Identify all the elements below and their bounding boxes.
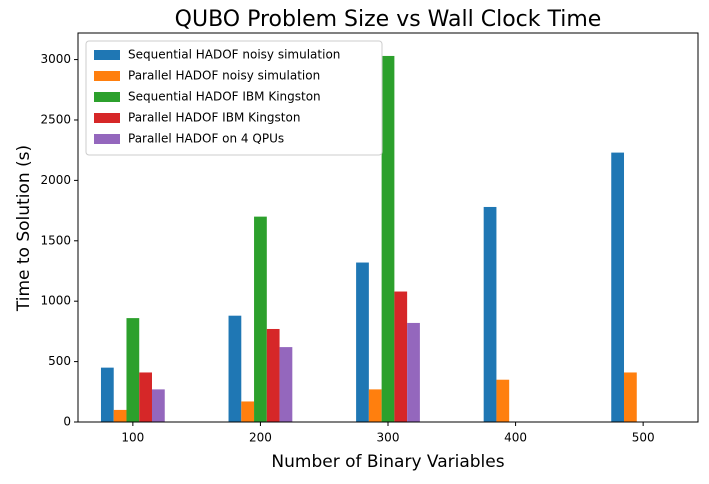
legend-box bbox=[85, 40, 383, 156]
y-tick-label: 2500 bbox=[40, 112, 71, 126]
x-tick-label: 300 bbox=[377, 431, 400, 445]
y-tick-label: 2000 bbox=[40, 173, 71, 187]
x-axis-label: Number of Binary Variables bbox=[271, 452, 504, 472]
bar bbox=[279, 347, 293, 422]
bar bbox=[496, 379, 510, 422]
bar bbox=[483, 206, 497, 422]
legend-label: Parallel HADOF noisy simulation bbox=[128, 69, 320, 83]
legend-label: Sequential HADOF IBM Kingston bbox=[128, 90, 321, 104]
bar bbox=[368, 389, 382, 422]
bar bbox=[266, 328, 280, 422]
y-tick-label: 1500 bbox=[40, 233, 71, 247]
x-tick-label: 500 bbox=[632, 431, 655, 445]
x-tick-label: 400 bbox=[504, 431, 527, 445]
legend-label: Parallel HADOF IBM Kingston bbox=[128, 111, 300, 125]
y-axis-label: Time to Solution (s) bbox=[14, 145, 34, 312]
bar bbox=[139, 372, 152, 422]
bar bbox=[624, 372, 637, 422]
legend-swatch bbox=[94, 92, 120, 102]
legend-swatch bbox=[94, 134, 120, 144]
y-tick-label: 1000 bbox=[40, 294, 71, 308]
x-tick-label: 200 bbox=[249, 431, 272, 445]
legend-swatch bbox=[94, 50, 120, 60]
legend-swatch bbox=[94, 71, 120, 81]
y-tick-label: 0 bbox=[63, 415, 71, 429]
plot-frame bbox=[77, 32, 699, 423]
bar bbox=[611, 152, 625, 423]
y-tick-label: 500 bbox=[48, 354, 71, 368]
bar bbox=[126, 318, 140, 422]
bar bbox=[356, 262, 369, 422]
bar bbox=[241, 401, 255, 422]
bar bbox=[151, 389, 165, 422]
legend-label: Parallel HADOF on 4 QPUs bbox=[128, 132, 284, 146]
x-tick-label: 100 bbox=[121, 431, 144, 445]
bar bbox=[228, 315, 242, 422]
bar bbox=[394, 291, 408, 422]
legend-label: Sequential HADOF noisy simulation bbox=[128, 48, 340, 62]
bar bbox=[100, 367, 114, 422]
bar bbox=[113, 409, 127, 422]
bar bbox=[254, 216, 267, 422]
bar bbox=[407, 322, 420, 422]
legend-swatch bbox=[94, 113, 120, 123]
chart-title: QUBO Problem Size vs Wall Clock Time bbox=[175, 7, 602, 32]
bar bbox=[381, 55, 395, 422]
y-tick-label: 3000 bbox=[40, 52, 71, 66]
